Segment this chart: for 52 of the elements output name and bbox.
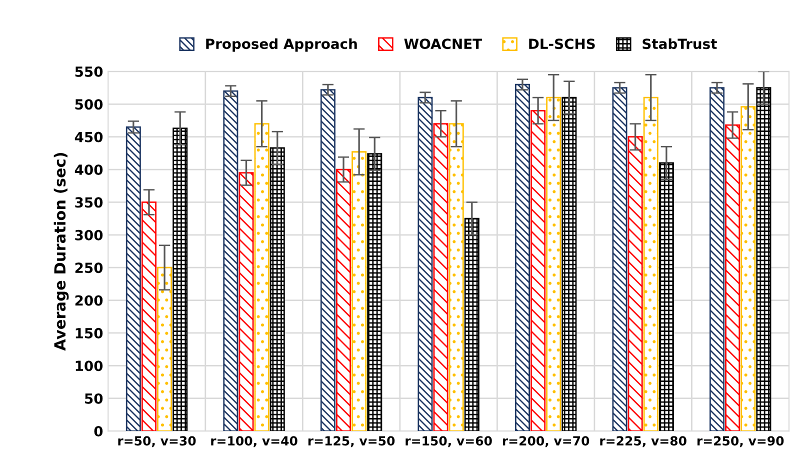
legend-label: WOACNET: [404, 38, 482, 50]
bar: [546, 96, 562, 432]
y-tick-label: 550: [75, 66, 103, 77]
x-tick-label: r=200, v=70: [502, 436, 590, 448]
bar: [126, 126, 141, 432]
y-tick-label: 50: [85, 393, 103, 404]
x-tick-label: r=225, v=80: [600, 436, 686, 448]
bar: [433, 123, 448, 432]
bar: [658, 162, 674, 432]
bar: [270, 147, 285, 432]
bar: [157, 266, 172, 432]
y-tick-label: 0: [94, 426, 103, 437]
y-tick-label: 150: [76, 328, 103, 338]
bar: [367, 153, 382, 432]
y-tick-label: 450: [74, 132, 103, 142]
legend-label: DL-SCHS: [529, 38, 595, 50]
bar: [612, 87, 628, 432]
bar: [514, 84, 530, 432]
x-tick-label: r=150, v=60: [406, 436, 492, 448]
bar: [464, 218, 480, 432]
x-tick-label: r=100, v=40: [211, 436, 298, 448]
y-tick-label: 400: [74, 164, 103, 175]
y-tick-label: 500: [75, 99, 103, 110]
bar: [254, 123, 270, 432]
bar: [710, 87, 725, 432]
y-tick-label: 100: [76, 360, 103, 372]
bar: [756, 87, 772, 432]
x-tick-label: r=125, v=50: [308, 436, 395, 448]
legend-label: Proposed Approach: [206, 38, 357, 52]
x-tick-label: r=250, v=90: [697, 436, 784, 448]
bar: [562, 96, 577, 432]
bar: [740, 106, 756, 432]
y-axis-title: Average Duration (sec): [54, 152, 69, 351]
bar: [628, 136, 643, 432]
y-tick-label: 300: [75, 230, 103, 240]
bar: [530, 110, 546, 432]
legend-label: StabTrust: [642, 38, 717, 50]
bar: [336, 168, 352, 432]
y-tick-label: 250: [75, 262, 103, 274]
bar: [448, 123, 464, 432]
bar: [223, 90, 238, 432]
bar: [643, 96, 658, 432]
bar: [141, 202, 156, 432]
bar: [320, 89, 336, 432]
y-tick-label: 350: [75, 197, 103, 208]
bar: [172, 128, 188, 432]
bar: [418, 96, 433, 432]
bar: [725, 124, 740, 432]
y-tick-label: 200: [75, 295, 103, 306]
bar: [238, 172, 254, 432]
x-tick-label: r=50, v=30: [118, 436, 196, 448]
bar: [352, 151, 367, 432]
